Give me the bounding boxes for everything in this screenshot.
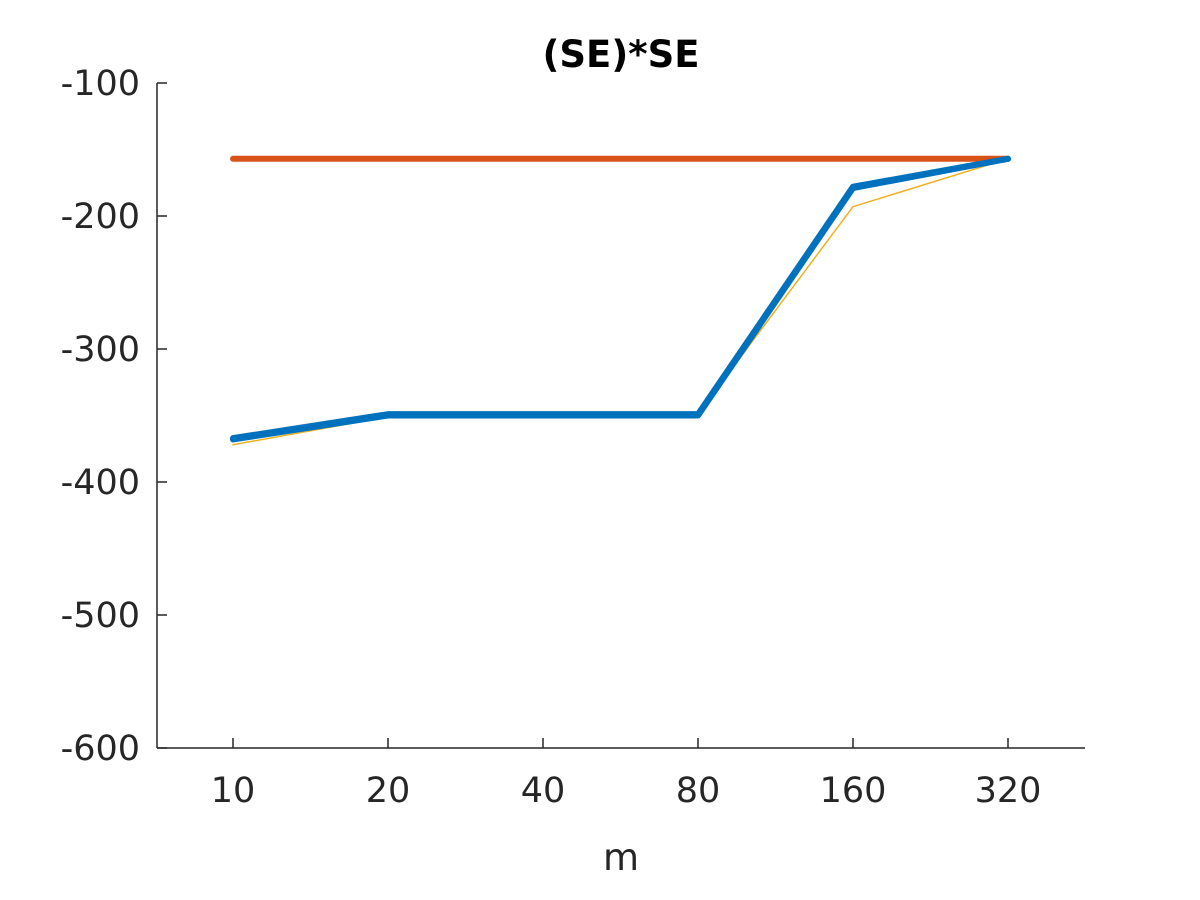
y-ticks: -100 -200 -300 -400 -500 -600 <box>61 64 167 769</box>
y-tick-label: -500 <box>61 596 140 636</box>
series-blue-b-line <box>230 155 1011 442</box>
y-tick-label: -200 <box>61 197 140 237</box>
y-tick-label: -600 <box>61 729 140 769</box>
x-tick-label: 40 <box>521 771 566 811</box>
series-lines <box>230 155 1011 446</box>
axes <box>156 83 1085 749</box>
y-tick-label: -300 <box>61 330 140 370</box>
series-yellow-line <box>232 158 1009 446</box>
x-tick-label: 320 <box>975 771 1042 811</box>
chart-title: (SE)*SE <box>542 33 699 76</box>
y-tick-label: -400 <box>61 463 140 503</box>
x-tick-label: 80 <box>676 771 721 811</box>
x-tick-label: 160 <box>820 771 887 811</box>
x-axis-label: m <box>603 836 639 879</box>
x-ticks: 10 20 40 80 160 320 <box>211 738 1042 811</box>
series-blue-a-line <box>230 155 1011 443</box>
y-tick-label: -100 <box>61 64 140 104</box>
x-tick-label: 20 <box>366 771 411 811</box>
series-green-line <box>232 158 1009 442</box>
x-tick-label: 10 <box>211 771 256 811</box>
